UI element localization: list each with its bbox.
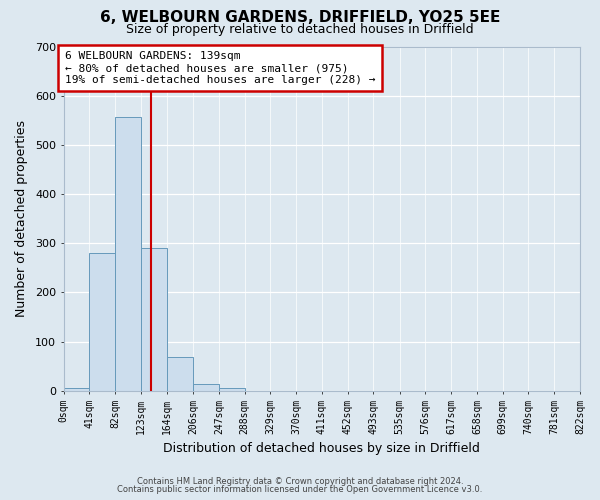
Bar	[89, 253, 115, 391]
Y-axis label: Number of detached properties: Number of detached properties	[15, 120, 28, 317]
Bar	[64, 388, 89, 391]
Text: Size of property relative to detached houses in Driffield: Size of property relative to detached ho…	[126, 22, 474, 36]
X-axis label: Distribution of detached houses by size in Driffield: Distribution of detached houses by size …	[163, 442, 480, 455]
Text: 6 WELBOURN GARDENS: 139sqm
← 80% of detached houses are smaller (975)
19% of sem: 6 WELBOURN GARDENS: 139sqm ← 80% of deta…	[65, 52, 376, 84]
Text: 6, WELBOURN GARDENS, DRIFFIELD, YO25 5EE: 6, WELBOURN GARDENS, DRIFFIELD, YO25 5EE	[100, 10, 500, 25]
Bar	[167, 358, 193, 391]
Text: Contains HM Land Registry data © Crown copyright and database right 2024.: Contains HM Land Registry data © Crown c…	[137, 477, 463, 486]
Bar	[219, 388, 245, 391]
Bar	[193, 384, 219, 391]
Bar	[141, 248, 167, 391]
Text: Contains public sector information licensed under the Open Government Licence v3: Contains public sector information licen…	[118, 485, 482, 494]
Bar	[115, 117, 141, 391]
